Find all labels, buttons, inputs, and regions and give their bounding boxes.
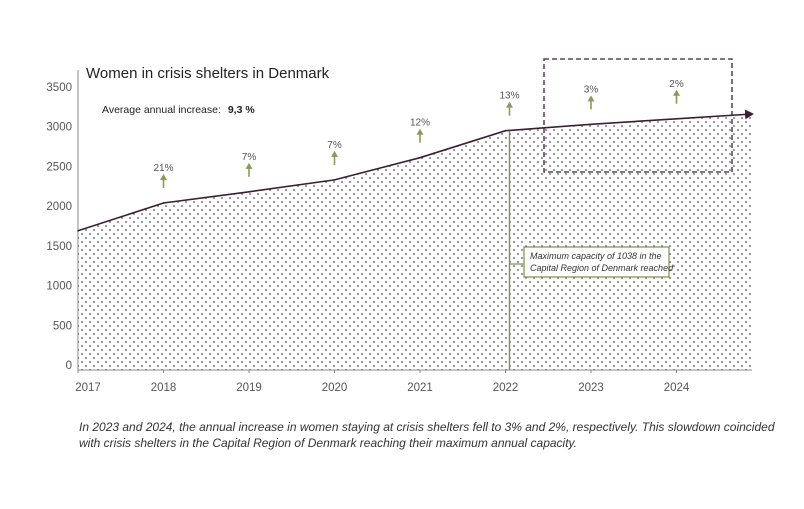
growth-label: 2% [669,79,684,90]
growth-marker: 13% [499,91,520,116]
growth-marker: 7% [327,140,342,165]
growth-arrow-head [506,101,513,108]
x-tick-label: 2023 [578,382,604,394]
area-fill [78,114,752,370]
growth-arrow-head [587,95,595,102]
data-point [162,202,165,204]
data-point [248,191,250,193]
y-tick-label: 2000 [46,201,72,213]
growth-label: 7% [242,152,257,163]
data-point [590,123,592,126]
subtitle-value: 9,3 % [228,104,256,116]
data-point [77,229,79,232]
growth-label: 21% [153,163,173,174]
annotation-text-line1: Maximum capacity of 1038 in the [530,251,662,261]
x-tick-label: 2022 [493,382,519,394]
growth-marker: 3% [584,84,599,110]
annotation-text-line2: Capital Region of Denmark reached [530,263,674,273]
growth-arrow-head [331,150,338,157]
data-point [675,117,678,120]
growth-marker: 12% [410,118,430,143]
growth-marker: 7% [242,152,257,177]
y-tick-label: 2500 [46,161,72,173]
growth-arrow-head [416,128,424,135]
growth-label: 13% [499,91,519,102]
y-tick-label: 500 [53,320,72,332]
growth-markers: 21% 7% 7% 12% 13% 3% 2% [77,79,684,232]
growth-marker: 21% [153,163,174,188]
growth-marker: 2% [669,79,684,104]
chart-title: Women in crisis shelters in Denmark [86,65,330,82]
y-tick-label: 3500 [46,82,72,94]
y-tick-label: 3000 [46,122,72,134]
y-tick-label: 0 [66,360,72,372]
chart-subtitle: Average annual increase: 9,3 % [102,104,255,116]
x-tick-label: 2017 [75,382,101,394]
annotation-box [523,246,670,278]
data-point [333,179,336,181]
data-point [504,129,507,132]
x-tick-label: 2020 [322,382,348,394]
growth-arrow-head [160,173,167,180]
y-tick-label: 1000 [46,281,72,293]
x-axis: 2017 2018 2019 2020 2021 2022 2023 2024 [75,369,752,394]
annotation: Maximum capacity of 1038 in the Capital R… [508,130,674,370]
x-tick-label: 2021 [407,382,433,394]
growth-arrow-head [245,162,253,169]
highlight-box [543,58,733,173]
x-tick-label: 2019 [236,382,262,394]
x-tick-label: 2018 [151,382,177,394]
data-point [419,156,421,159]
subtitle-label: Average annual increase: [102,104,221,116]
growth-label: 3% [584,84,599,95]
y-tick-label: 1500 [46,241,72,253]
x-tick-label: 2024 [664,382,690,394]
chart-caption: In 2023 and 2024, the annual increase in… [79,420,775,450]
growth-arrow-head [673,89,680,96]
y-axis: 0 500 1000 1500 2000 2500 3000 3500 [46,70,79,372]
growth-label: 7% [327,140,342,151]
growth-label: 12% [410,118,430,129]
